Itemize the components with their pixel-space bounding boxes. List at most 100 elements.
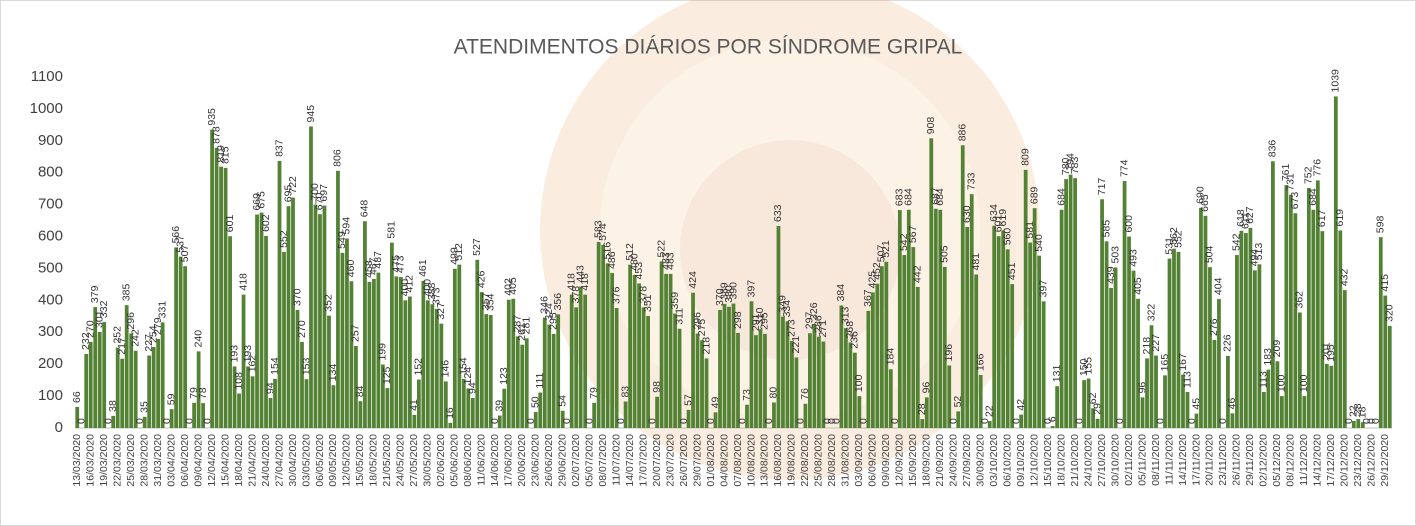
value-label: 886	[957, 124, 969, 142]
value-label: 673	[1289, 192, 1301, 210]
bar	[278, 161, 282, 428]
value-label: 320	[1384, 304, 1396, 322]
bar	[1177, 252, 1181, 428]
bar	[1055, 386, 1059, 428]
value-label: 218	[700, 337, 712, 355]
x-tick-label: 30/10/2020	[1109, 434, 1121, 487]
bar	[804, 404, 808, 428]
x-tick-label: 18/10/2020	[1055, 434, 1067, 487]
value-label: 684	[934, 188, 946, 206]
x-tick-label: 26/06/2020	[543, 434, 555, 487]
bar	[498, 416, 502, 428]
value-label: 619	[997, 209, 1009, 227]
value-label: 442	[912, 265, 924, 283]
x-tick-label: 14/07/2020	[624, 434, 636, 487]
x-tick-label: 27/10/2020	[1096, 434, 1108, 487]
bar	[147, 356, 151, 428]
bar	[754, 335, 758, 428]
bar	[660, 261, 664, 428]
value-label: 513	[1253, 243, 1265, 261]
y-tick-label: 300	[38, 323, 63, 340]
bar	[1352, 421, 1356, 428]
x-tick-label: 19/03/2020	[98, 434, 110, 487]
value-label: 273	[786, 319, 798, 337]
x-tick-label: 03/05/2020	[300, 434, 312, 487]
bar	[1114, 267, 1118, 428]
x-tick-label: 29/07/2020	[691, 434, 703, 487]
bar	[1311, 210, 1315, 428]
x-tick-label: 26/11/2020	[1231, 434, 1243, 486]
x-tick-label: 18/09/2020	[921, 434, 933, 487]
bar	[372, 279, 376, 428]
value-label: 460	[345, 260, 357, 278]
x-tick-label: 30/05/2020	[422, 434, 434, 487]
x-tick-label: 03/10/2020	[988, 434, 1000, 487]
value-label: 155	[1082, 357, 1094, 375]
bar	[260, 213, 264, 428]
bar	[880, 266, 884, 428]
x-tick-label: 12/05/2020	[341, 434, 353, 487]
y-tick-label: 1000	[30, 100, 63, 117]
x-tick-label: 12/10/2020	[1028, 434, 1040, 487]
bar	[394, 276, 398, 428]
x-tick-label: 19/08/2020	[786, 434, 798, 487]
y-tick-label: 0	[55, 419, 63, 436]
bar	[615, 308, 619, 428]
bar	[772, 402, 776, 428]
x-tick-label: 06/09/2020	[867, 434, 879, 487]
value-label: 193	[228, 345, 240, 363]
x-tick-label: 24/10/2020	[1082, 434, 1094, 487]
bar	[462, 379, 466, 428]
value-label: 296	[125, 312, 137, 330]
bar	[489, 315, 493, 428]
x-tick-label: 20/06/2020	[516, 434, 528, 487]
value-label: 483	[664, 252, 676, 270]
bar	[1051, 426, 1055, 428]
value-label: 227	[1150, 334, 1162, 352]
value-label: 236	[849, 331, 861, 349]
bar	[664, 274, 668, 428]
x-tick-label: 22/08/2020	[799, 434, 811, 487]
bar	[174, 247, 178, 428]
x-tick-label: 09/09/2020	[880, 434, 892, 487]
value-label: 146	[440, 360, 452, 378]
value-label: 327	[435, 302, 447, 320]
value-label: 540	[1033, 234, 1045, 252]
bar	[1307, 188, 1311, 428]
x-tick-label: 30/04/2020	[287, 434, 299, 487]
value-label: 507	[179, 245, 191, 263]
bar	[961, 145, 965, 428]
value-label: 404	[1213, 277, 1225, 295]
bar	[426, 300, 430, 428]
bar	[179, 257, 183, 428]
value-label: 633	[772, 204, 784, 222]
bar	[579, 287, 583, 428]
bar	[745, 405, 749, 428]
bar	[309, 126, 313, 428]
value-label: 356	[552, 293, 564, 311]
bar	[884, 262, 888, 428]
value-label: 221	[790, 336, 802, 354]
value-label: 581	[386, 221, 398, 239]
bar	[336, 171, 340, 428]
bar	[89, 342, 93, 428]
value-label: 505	[939, 245, 951, 263]
bar	[525, 338, 529, 428]
bar	[323, 206, 327, 428]
bar	[844, 328, 848, 428]
x-tick-label: 02/06/2020	[435, 434, 447, 487]
bar	[1284, 185, 1288, 428]
y-tick-label: 600	[38, 228, 63, 245]
value-label: 322	[1145, 304, 1157, 322]
bar	[1275, 361, 1279, 428]
value-label: 54	[556, 395, 568, 407]
bar	[1163, 375, 1167, 428]
bar	[1136, 299, 1140, 428]
bar	[1064, 179, 1068, 428]
value-label: 351	[642, 294, 654, 312]
value-label: 370	[291, 288, 303, 306]
value-label: 271	[817, 320, 829, 338]
value-label: 334	[781, 300, 793, 318]
bar	[938, 210, 942, 428]
bar	[1302, 396, 1306, 428]
